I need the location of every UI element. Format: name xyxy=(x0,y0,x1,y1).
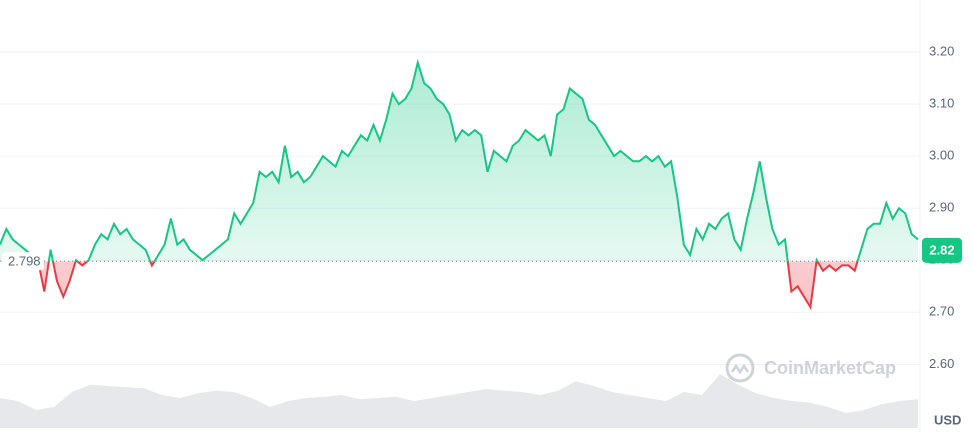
watermark: CoinMarketCap xyxy=(725,353,896,383)
watermark-text: CoinMarketCap xyxy=(764,358,896,378)
y-tick-label: 2.60 xyxy=(929,356,954,371)
y-tick-label: 3.00 xyxy=(929,148,954,163)
currency-label: USD xyxy=(934,412,961,427)
y-tick-label: 2.90 xyxy=(929,200,954,215)
last-price-tag xyxy=(922,237,962,263)
baseline-label-bg xyxy=(2,252,44,271)
y-tick-label: 2.70 xyxy=(929,304,954,319)
baseline-label: 2.798 xyxy=(8,254,41,269)
price-line-down xyxy=(37,261,859,311)
area-down xyxy=(0,261,918,308)
volume-area xyxy=(0,374,918,428)
y-tick-label: 3.20 xyxy=(929,43,954,58)
price-line-up xyxy=(0,58,919,262)
area-up xyxy=(0,62,918,262)
last-price-label: 2.82 xyxy=(929,242,954,257)
y-tick-label: 3.10 xyxy=(929,96,954,111)
